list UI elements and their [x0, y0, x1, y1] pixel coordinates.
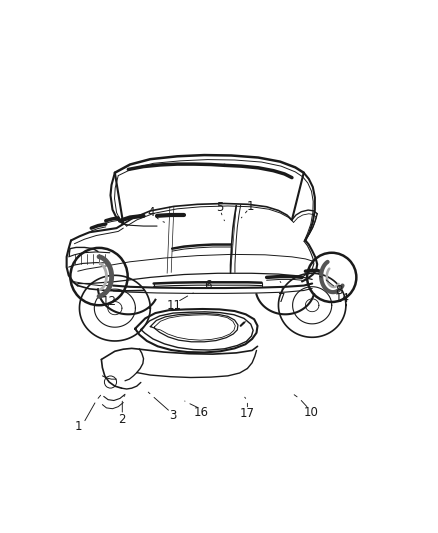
Text: 4: 4: [147, 206, 155, 219]
Text: 3: 3: [170, 409, 177, 422]
Text: 6: 6: [205, 279, 212, 292]
Text: 7: 7: [278, 292, 286, 305]
Text: 17: 17: [240, 407, 255, 420]
Text: 10: 10: [304, 406, 318, 419]
Text: 12: 12: [102, 295, 117, 308]
Text: 8: 8: [335, 285, 342, 297]
Text: 2: 2: [119, 413, 126, 426]
Text: 5: 5: [216, 201, 223, 214]
Text: 16: 16: [194, 406, 209, 419]
Text: 1: 1: [247, 200, 254, 213]
Text: 14: 14: [334, 292, 350, 305]
Text: 1: 1: [75, 420, 82, 433]
Text: 11: 11: [167, 299, 182, 312]
